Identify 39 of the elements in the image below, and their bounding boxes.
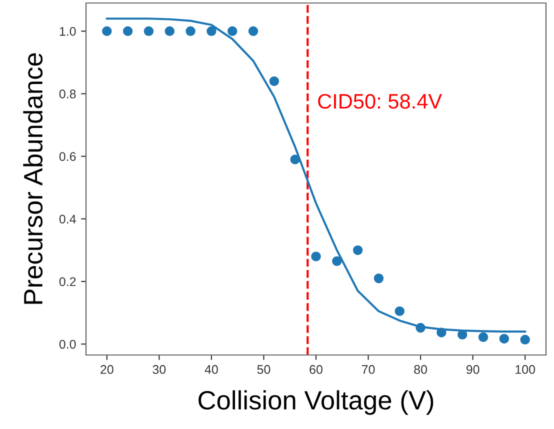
x-tick-label: 60 [310, 365, 322, 374]
point [478, 332, 488, 342]
x-tick-label: 70 [362, 365, 375, 374]
point [269, 76, 280, 86]
point [499, 334, 510, 344]
y-tick-label: 0.8 [59, 90, 76, 98]
point [290, 154, 300, 164]
point [374, 273, 384, 284]
point [122, 26, 133, 36]
point [248, 26, 258, 36]
y-tick-label: 0.6 [59, 152, 76, 161]
x-tick-label: 20 [100, 365, 114, 374]
point [311, 252, 321, 262]
point [186, 26, 196, 36]
point [102, 26, 112, 36]
point [206, 26, 216, 36]
x-axis-title: Collision Voltage (V) [198, 390, 434, 415]
y-tick-label: 0.4 [59, 214, 76, 224]
point [416, 322, 426, 333]
point [144, 26, 154, 36]
x-tick-label: 100 [516, 365, 536, 374]
y-tick-label: 1.0 [60, 26, 76, 36]
x-tick-label: 80 [414, 365, 428, 374]
x-tick-label: 90 [466, 365, 480, 374]
y-axis-title: Precursor Abundance [23, 53, 43, 304]
point [458, 330, 468, 340]
point [164, 26, 174, 36]
point [394, 306, 404, 316]
x-tick-label: 40 [204, 365, 218, 374]
point [436, 328, 446, 338]
x-tick-label: 50 [257, 365, 270, 374]
point [228, 26, 238, 36]
point [332, 256, 342, 266]
y-tick-label: 0.2 [59, 277, 76, 286]
ref-line-label: CID50: 58.4V [318, 94, 442, 109]
point [520, 334, 530, 345]
point [352, 245, 363, 256]
y-tick-label: 0.0 [59, 340, 76, 349]
x-tick-label: 30 [152, 365, 166, 374]
